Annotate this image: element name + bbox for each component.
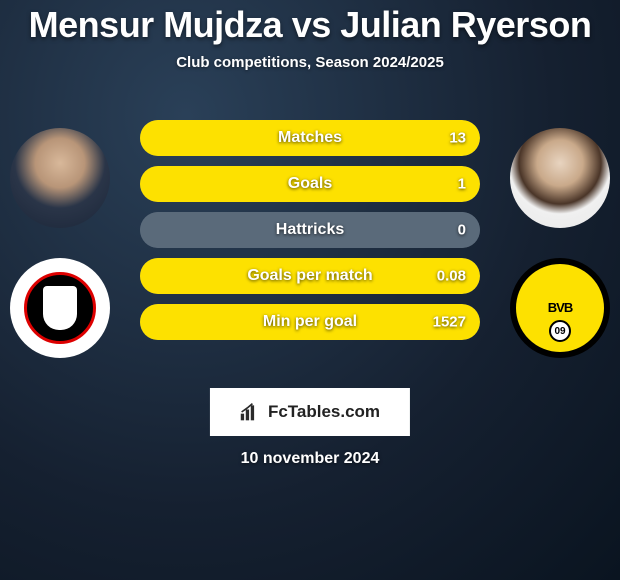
stat-value-right: 13 [449,130,466,147]
player2-club-badge: BVB 09 [510,258,610,358]
stat-value-right: 1527 [433,314,466,331]
brand-footer: FcTables.com [210,388,410,436]
chart-icon [240,403,260,421]
player1-avatar [10,128,110,228]
player1-club-badge [10,258,110,358]
stat-label: Min per goal [263,313,357,331]
stat-label: Goals [288,175,332,193]
brand-text: FcTables.com [268,402,380,422]
stat-label: Goals per match [247,267,372,285]
player2-avatar [510,128,610,228]
player2-column: BVB 09 [510,128,610,358]
page-title: Mensur Mujdza vs Julian Ryerson [0,4,620,46]
bvb-sub-label: 09 [549,320,571,342]
stat-label: Matches [278,129,342,147]
stat-value-right: 0.08 [437,268,466,285]
page-subtitle: Club competitions, Season 2024/2025 [0,54,620,71]
stat-row: Min per goal 1527 [140,304,480,340]
stat-label: Hattricks [276,221,344,239]
stats-list: Matches 13 Goals 1 Hattricks 0 Goals per match… [140,120,480,350]
stat-value-right: 1 [458,176,466,193]
stat-row: Hattricks 0 [140,212,480,248]
stat-row: Goals 1 [140,166,480,202]
stat-value-right: 0 [458,222,466,239]
date-label: 10 november 2024 [241,450,380,468]
stat-row: Goals per match 0.08 [140,258,480,294]
player1-column [10,128,110,358]
stat-row: Matches 13 [140,120,480,156]
